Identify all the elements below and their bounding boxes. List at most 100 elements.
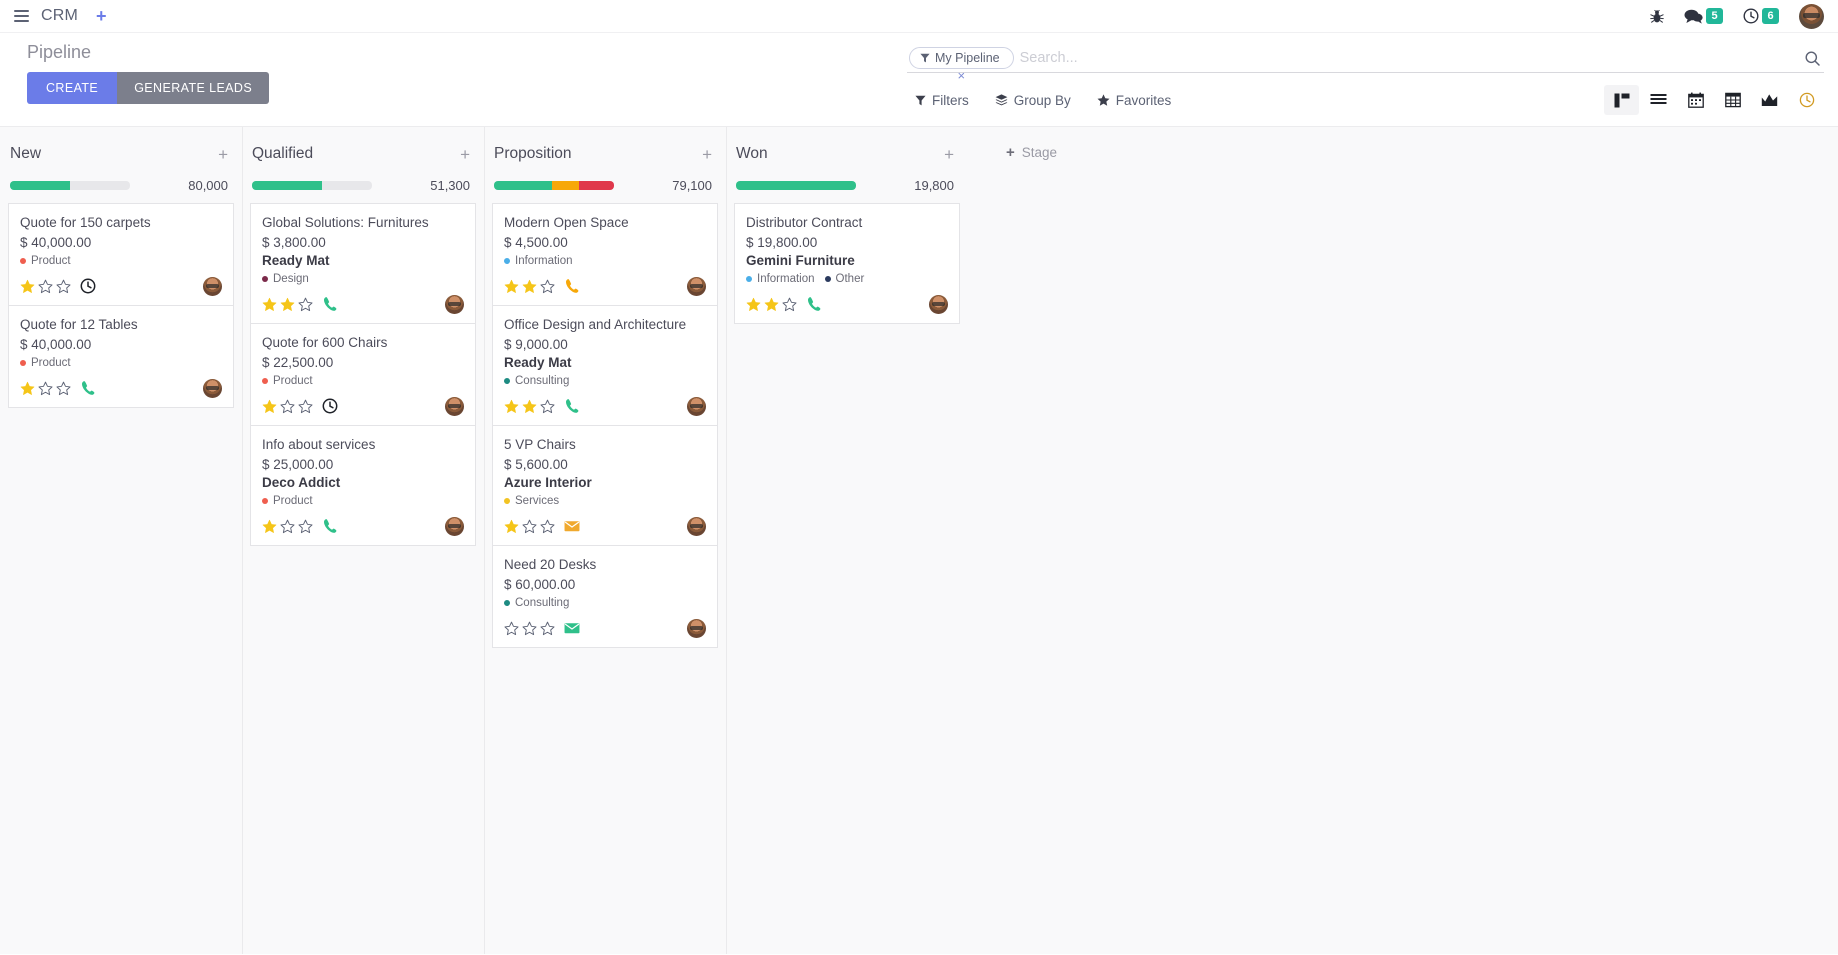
card-tag[interactable]: Product — [262, 495, 313, 507]
star-empty-icon[interactable] — [504, 621, 519, 636]
star-filled-icon[interactable] — [522, 279, 537, 294]
activity-envelope-icon[interactable] — [564, 518, 580, 534]
star-filled-icon[interactable] — [764, 297, 779, 312]
kanban-card[interactable]: Global Solutions: Furnitures $ 3,800.00 Re… — [250, 203, 476, 323]
app-brand-crm[interactable]: CRM — [41, 7, 79, 24]
card-priority-stars[interactable] — [262, 297, 313, 312]
messages-icon[interactable]: 5 — [1684, 8, 1723, 24]
card-tag[interactable]: Consulting — [504, 597, 569, 609]
star-empty-icon[interactable] — [522, 519, 537, 534]
quick-add-card-icon[interactable]: + — [460, 144, 470, 164]
progress-segment-green[interactable] — [736, 181, 856, 190]
star-empty-icon[interactable] — [782, 297, 797, 312]
star-filled-icon[interactable] — [280, 297, 295, 312]
activity-phone-icon[interactable] — [564, 398, 580, 414]
view-button-kanban[interactable] — [1604, 85, 1639, 115]
hamburger-icon[interactable] — [8, 3, 34, 29]
search-input[interactable] — [1015, 45, 1799, 71]
star-empty-icon[interactable] — [298, 399, 313, 414]
favorites-menu[interactable]: Favorites — [1097, 93, 1171, 108]
star-empty-icon[interactable] — [280, 519, 295, 534]
generate-leads-button[interactable]: GENERATE LEADS — [117, 72, 270, 104]
card-assignee-avatar[interactable] — [929, 294, 948, 314]
star-filled-icon[interactable] — [262, 399, 277, 414]
star-empty-icon[interactable] — [540, 399, 555, 414]
activity-phone-icon[interactable] — [80, 380, 96, 396]
card-assignee-avatar[interactable] — [687, 516, 706, 536]
view-button-graph[interactable] — [1752, 85, 1787, 115]
card-priority-stars[interactable] — [746, 297, 797, 312]
column-title[interactable]: Qualified — [252, 145, 314, 162]
view-button-calendar[interactable] — [1678, 85, 1713, 115]
kanban-card[interactable]: Quote for 600 Chairs $ 22,500.00 Product — [250, 323, 476, 425]
card-tag[interactable]: Product — [20, 357, 71, 369]
group-by-menu[interactable]: Group By — [995, 93, 1071, 108]
card-tag[interactable]: Services — [504, 495, 559, 507]
column-progress-bar[interactable] — [494, 181, 614, 190]
user-avatar[interactable] — [1799, 3, 1824, 29]
create-button[interactable]: CREATE — [27, 72, 118, 104]
column-progress-bar[interactable] — [10, 181, 130, 190]
progress-segment-green[interactable] — [494, 181, 552, 190]
search-icon[interactable] — [1799, 51, 1820, 66]
kanban-card[interactable]: Distributor Contract $ 19,800.00 Gemini Fu… — [734, 203, 960, 324]
star-filled-icon[interactable] — [262, 519, 277, 534]
kanban-card[interactable]: Quote for 12 Tables $ 40,000.00 Product — [8, 305, 234, 408]
card-priority-stars[interactable] — [262, 399, 313, 414]
card-assignee-avatar[interactable] — [445, 294, 464, 314]
star-empty-icon[interactable] — [280, 399, 295, 414]
card-assignee-avatar[interactable] — [445, 516, 464, 536]
card-priority-stars[interactable] — [504, 399, 555, 414]
star-empty-icon[interactable] — [38, 381, 53, 396]
card-assignee-avatar[interactable] — [203, 276, 222, 296]
activity-envelope-icon[interactable] — [564, 620, 580, 636]
card-tag[interactable]: Consulting — [504, 375, 569, 387]
add-stage-button[interactable]: + Stage — [1006, 145, 1057, 160]
star-filled-icon[interactable] — [20, 279, 35, 294]
card-assignee-avatar[interactable] — [445, 396, 464, 416]
star-filled-icon[interactable] — [504, 399, 519, 414]
quick-add-card-icon[interactable]: + — [944, 144, 954, 164]
progress-segment-green[interactable] — [10, 181, 70, 190]
kanban-card[interactable]: Modern Open Space $ 4,500.00 Information — [492, 203, 718, 305]
card-tag[interactable]: Product — [262, 375, 313, 387]
star-filled-icon[interactable] — [262, 297, 277, 312]
activity-phone-icon[interactable] — [564, 278, 580, 294]
star-empty-icon[interactable] — [56, 381, 71, 396]
kanban-card[interactable]: Quote for 150 carpets $ 40,000.00 Product — [8, 203, 234, 305]
new-record-plus-icon[interactable]: + — [96, 6, 107, 26]
remove-facet-icon[interactable]: × — [957, 68, 966, 83]
activity-clock-icon[interactable] — [322, 398, 338, 414]
progress-segment-green[interactable] — [252, 181, 322, 190]
search-bar[interactable]: My Pipeline × — [907, 44, 1824, 82]
card-assignee-avatar[interactable] — [203, 378, 222, 398]
card-tag[interactable]: Information — [504, 255, 573, 267]
card-tag[interactable]: Other — [824, 273, 864, 285]
column-title[interactable]: Proposition — [494, 145, 572, 162]
quick-add-card-icon[interactable]: + — [702, 144, 712, 164]
progress-segment-red[interactable] — [579, 181, 614, 190]
star-filled-icon[interactable] — [522, 399, 537, 414]
kanban-card[interactable]: 5 VP Chairs $ 5,600.00 Azure Interior Servi… — [492, 425, 718, 545]
column-title[interactable]: Won — [736, 145, 768, 162]
activity-clock-icon[interactable] — [80, 278, 96, 294]
star-empty-icon[interactable] — [540, 519, 555, 534]
kanban-card[interactable]: Office Design and Architecture $ 9,000.00… — [492, 305, 718, 425]
kanban-card[interactable]: Need 20 Desks $ 60,000.00 Consulting — [492, 545, 718, 648]
star-filled-icon[interactable] — [20, 381, 35, 396]
card-priority-stars[interactable] — [504, 279, 555, 294]
card-priority-stars[interactable] — [262, 519, 313, 534]
star-empty-icon[interactable] — [298, 519, 313, 534]
activity-phone-icon[interactable] — [322, 296, 338, 312]
star-empty-icon[interactable] — [38, 279, 53, 294]
view-button-activity[interactable] — [1789, 85, 1824, 115]
kanban-card[interactable]: Info about services $ 25,000.00 Deco Addic… — [250, 425, 476, 546]
star-empty-icon[interactable] — [298, 297, 313, 312]
filters-menu[interactable]: Filters — [915, 93, 969, 108]
activities-clock-icon[interactable]: 6 — [1743, 8, 1779, 24]
star-empty-icon[interactable] — [56, 279, 71, 294]
view-button-list[interactable] — [1641, 85, 1676, 115]
star-filled-icon[interactable] — [504, 279, 519, 294]
card-priority-stars[interactable] — [20, 381, 71, 396]
star-empty-icon[interactable] — [540, 279, 555, 294]
